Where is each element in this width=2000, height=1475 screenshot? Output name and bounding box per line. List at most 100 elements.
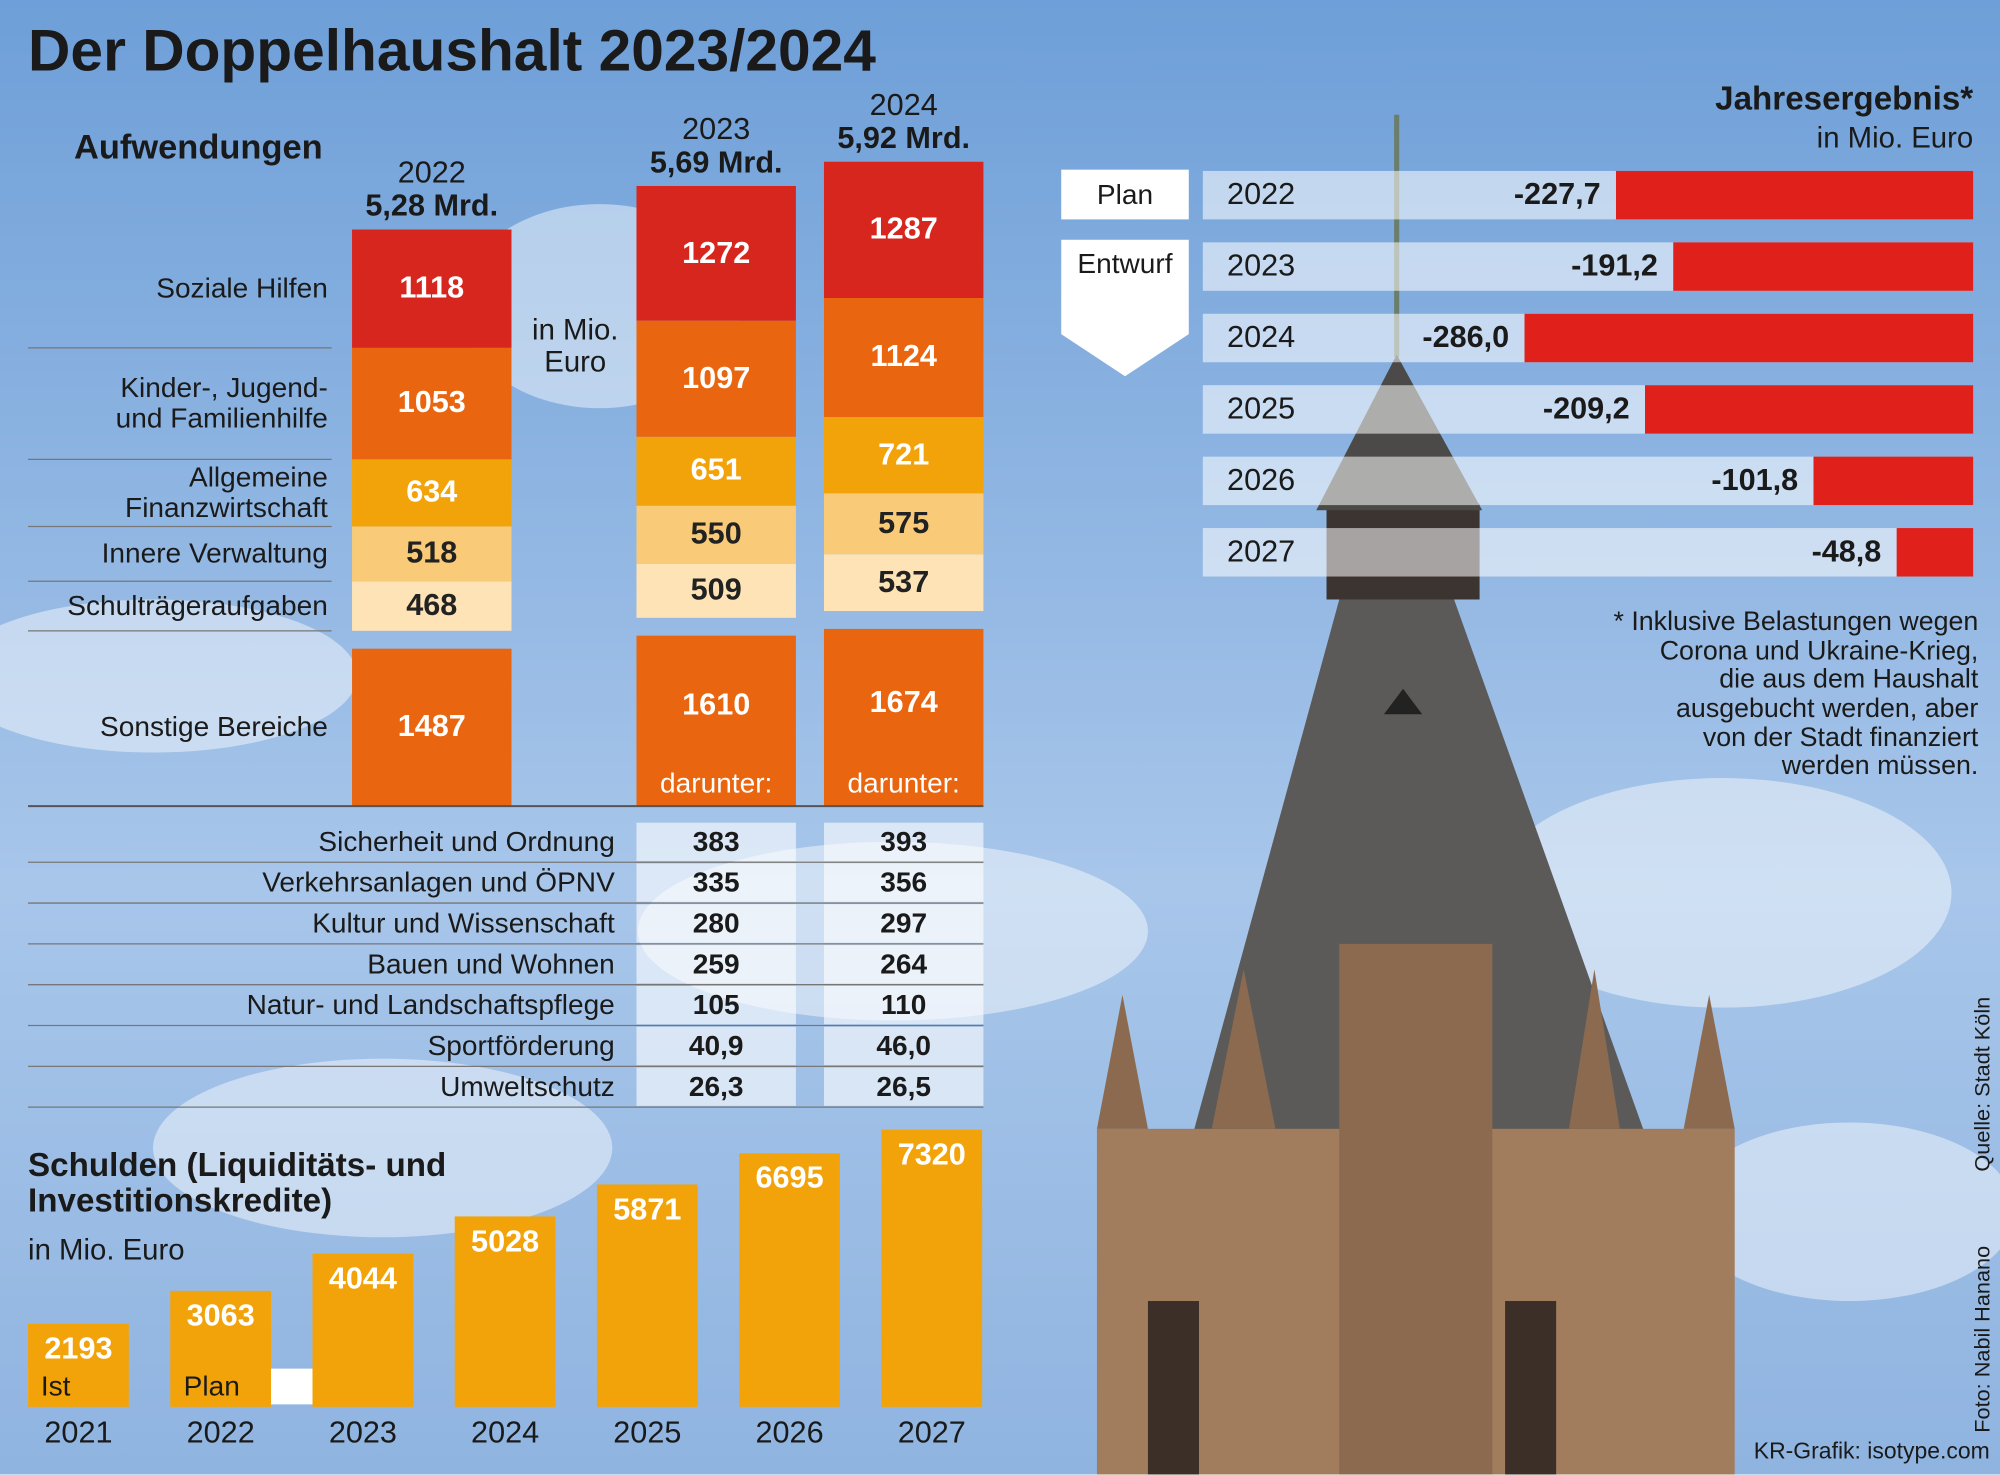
category-label: 2026 xyxy=(755,1415,824,1451)
subtitle: in Mio. Euro xyxy=(28,1232,185,1267)
value-label: 7320 xyxy=(897,1137,966,1172)
breakdown-label: Sportförderung xyxy=(427,1029,615,1062)
bar-segment xyxy=(823,297,984,417)
table-value: 46,0 xyxy=(876,1029,932,1062)
value-label: 1487 xyxy=(397,709,466,745)
table-value: 105 xyxy=(692,988,740,1021)
category-label: 2024 xyxy=(471,1415,540,1451)
value-label: 1118 xyxy=(399,270,465,306)
bar-segment xyxy=(636,635,796,807)
table-cell xyxy=(636,1067,796,1106)
category-label: 2021 xyxy=(44,1415,113,1451)
value-label: -191,2 xyxy=(1571,248,1658,284)
section-title: Aufwendungen xyxy=(73,128,323,167)
category-label: 2023 xyxy=(682,112,751,147)
value-label: 509 xyxy=(690,573,742,608)
bar-segment xyxy=(352,648,512,807)
table-cell xyxy=(823,985,984,1025)
table-value: 297 xyxy=(880,907,928,939)
category-label: 2025 xyxy=(613,1415,682,1451)
series-label: Allgemeine Finanzwirtschaft xyxy=(125,461,328,524)
value-label: 721 xyxy=(878,437,930,472)
note-label: darunter: xyxy=(847,766,960,799)
value-label: 550 xyxy=(690,517,742,552)
series-label: Schulträgeraufgaben xyxy=(67,589,328,622)
value-label: 3063 xyxy=(186,1298,255,1333)
bar xyxy=(1673,242,1974,291)
table-cell xyxy=(636,863,796,902)
annotation: Ist xyxy=(40,1370,71,1402)
breakdown-label: Natur- und Landschaftspflege xyxy=(246,988,615,1021)
category-label: 2024 xyxy=(1227,320,1296,355)
bar-segment xyxy=(352,347,512,460)
bar-segment xyxy=(636,436,796,506)
breakdown-label: Verkehrsanlagen und ÖPNV xyxy=(262,866,615,899)
bar xyxy=(1896,528,1974,577)
value-label: 2193 xyxy=(44,1331,113,1366)
table-cell xyxy=(636,822,796,861)
table-value: 264 xyxy=(880,947,928,980)
bar-segment xyxy=(352,526,512,582)
table-cell xyxy=(636,945,796,984)
breakdown-label: Bauen und Wohnen xyxy=(367,947,615,980)
value-label: -286,0 xyxy=(1422,320,1510,355)
subtitle: in Mio. Euro xyxy=(1816,120,1974,154)
bar xyxy=(1615,170,1974,220)
plan-box xyxy=(1061,169,1189,220)
bar xyxy=(28,1323,129,1407)
bar xyxy=(170,1290,272,1407)
table-cell xyxy=(823,1067,984,1106)
entwurf-arrow xyxy=(1061,239,1189,377)
series-label: Soziale Hilfen xyxy=(156,272,328,305)
breakdown-label: Umweltschutz xyxy=(440,1070,615,1103)
table-cell xyxy=(823,822,984,861)
main-title: Der Doppelhaushalt 2023/2024 xyxy=(28,16,876,84)
series-label: Innere Verwaltung xyxy=(101,537,328,570)
table-value: 110 xyxy=(881,988,927,1021)
value-label: 651 xyxy=(690,453,742,488)
value-label: 6695 xyxy=(755,1160,824,1196)
bar xyxy=(1524,313,1974,363)
bar xyxy=(312,1253,414,1407)
value-label: 1610 xyxy=(682,687,751,723)
table-value: 259 xyxy=(692,947,740,980)
section-title: Jahresergebnis* xyxy=(1715,79,1974,118)
value-label: 5871 xyxy=(613,1192,682,1227)
bar-segment xyxy=(823,161,984,298)
annotation: Plan xyxy=(1096,178,1154,211)
table-value: 335 xyxy=(692,866,740,899)
annotation: Entwurf xyxy=(1077,247,1173,280)
value-label: -48,8 xyxy=(1811,534,1882,569)
category-label: 2024 xyxy=(869,87,938,123)
table-cell xyxy=(636,1026,796,1066)
category-label: 2027 xyxy=(897,1415,966,1451)
bar xyxy=(1645,385,1974,434)
credit: Foto: Nabil Hanano xyxy=(1970,1245,1995,1433)
value-label: 1674 xyxy=(869,684,938,719)
table-cell xyxy=(823,945,984,984)
table-cell xyxy=(823,904,984,943)
value-label: 575 xyxy=(878,505,930,541)
annotation: Plan xyxy=(183,1370,240,1402)
value-label: 1287 xyxy=(869,212,938,247)
table-cell xyxy=(636,985,796,1025)
bar-segment xyxy=(352,459,512,527)
value-label: 468 xyxy=(406,588,458,623)
bar xyxy=(739,1153,840,1407)
bar-segment xyxy=(823,554,984,612)
table-value: 26,5 xyxy=(876,1070,932,1103)
bar xyxy=(1813,456,1974,506)
value-label: -227,7 xyxy=(1513,177,1601,212)
table-cell xyxy=(636,904,796,943)
category-label: 2022 xyxy=(1227,177,1296,212)
row-band xyxy=(1202,528,1974,577)
value-label: -101,8 xyxy=(1711,463,1799,498)
bar xyxy=(596,1184,698,1407)
unit-label: in Mio. Euro xyxy=(532,312,619,378)
table-value: 356 xyxy=(880,866,928,899)
bar-segment xyxy=(636,320,796,437)
value-label: 1053 xyxy=(397,385,466,421)
table-value: 40,9 xyxy=(688,1029,744,1062)
